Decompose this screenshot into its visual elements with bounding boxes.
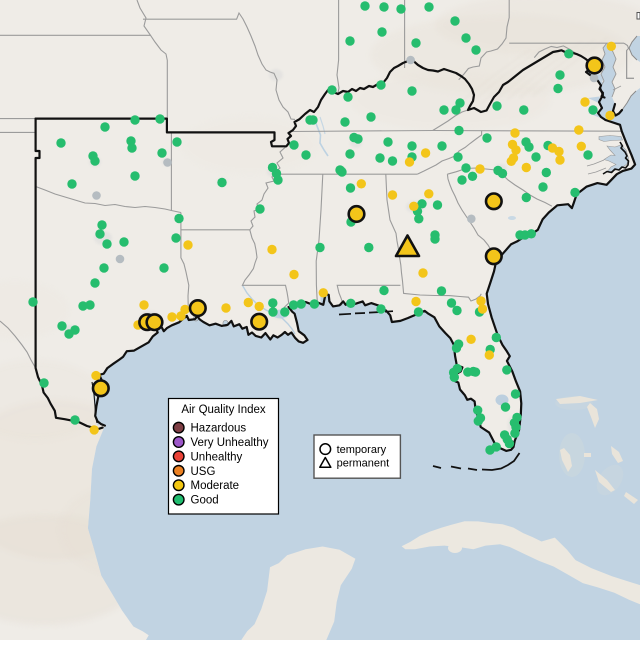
svg-text:temporary: temporary bbox=[337, 444, 387, 456]
svg-text:USG: USG bbox=[191, 466, 216, 478]
svg-text:Hazardous: Hazardous bbox=[191, 423, 247, 435]
svg-text:permanent: permanent bbox=[337, 457, 390, 469]
svg-text:Very Unhealthy: Very Unhealthy bbox=[191, 437, 269, 449]
svg-text:Air Quality Index: Air Quality Index bbox=[181, 404, 266, 416]
svg-text:Good: Good bbox=[191, 495, 219, 507]
svg-text:Moderate: Moderate bbox=[191, 480, 240, 492]
svg-text:Unhealthy: Unhealthy bbox=[191, 451, 243, 463]
